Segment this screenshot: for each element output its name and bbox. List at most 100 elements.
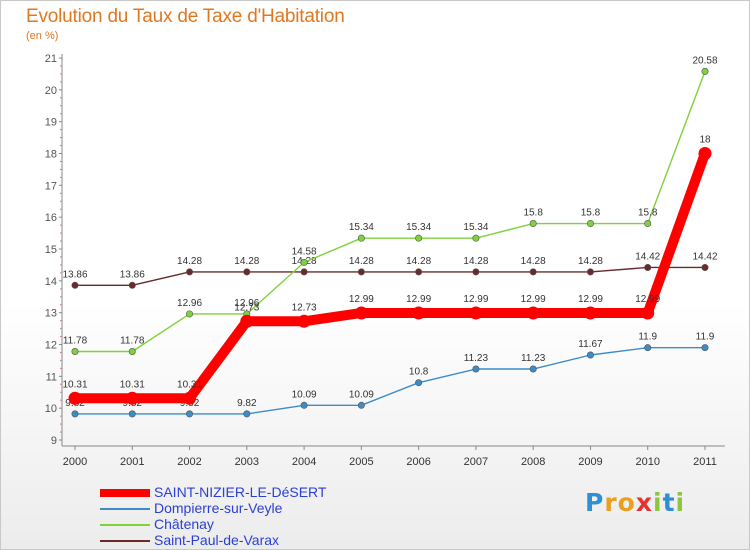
- data-point: [71, 281, 79, 289]
- data-point: [644, 220, 652, 228]
- series-line-2: [74, 70, 706, 353]
- data-point: [71, 348, 79, 356]
- y-tick-label: 17: [45, 180, 57, 192]
- x-tick-label: 2010: [635, 456, 659, 468]
- y-tick-label: 9: [51, 435, 57, 447]
- x-tick-label: 2005: [349, 456, 373, 468]
- data-point: [586, 220, 594, 228]
- data-point: [412, 306, 426, 320]
- data-point: [415, 379, 423, 387]
- data-label: 11.23: [521, 353, 546, 364]
- data-label: 14.28: [578, 256, 603, 267]
- data-point: [583, 306, 597, 320]
- x-tick-label: 2006: [406, 456, 430, 468]
- data-point: [472, 365, 480, 373]
- data-point: [68, 391, 82, 405]
- x-tick-label: 2007: [464, 456, 488, 468]
- y-tick-label: 16: [45, 212, 57, 224]
- data-label: 10.09: [349, 389, 374, 400]
- data-point: [586, 268, 594, 276]
- y-tick-label: 11: [46, 371, 57, 383]
- data-label: 12.73: [292, 302, 317, 313]
- data-label: 14.28: [521, 256, 546, 267]
- data-point: [243, 410, 251, 418]
- data-point: [644, 263, 652, 271]
- data-point: [186, 310, 194, 318]
- data-label: 12.99: [635, 294, 660, 305]
- data-point: [128, 281, 136, 289]
- data-label: 15.8: [581, 208, 601, 219]
- data-point: [529, 220, 537, 228]
- legend-swatch-chatenay: [100, 524, 150, 526]
- data-point: [300, 268, 308, 276]
- data-label: 13.86: [120, 269, 145, 280]
- data-point: [357, 268, 365, 276]
- y-tick-label: 15: [45, 244, 57, 256]
- legend-label: SAINT-NIZIER-LE-DéSERT: [154, 484, 327, 500]
- data-point: [644, 344, 652, 352]
- data-label: 12.99: [406, 294, 431, 305]
- data-point: [183, 391, 197, 405]
- data-label: 9.82: [237, 398, 257, 409]
- data-label: 11.78: [63, 336, 88, 347]
- data-label: 10.31: [177, 379, 202, 390]
- chart-title: Evolution du Taux de Taxe d'Habitation: [26, 6, 345, 27]
- x-tick-label: 2002: [177, 456, 201, 468]
- data-label: 10.31: [120, 379, 145, 390]
- data-label: 11.78: [120, 336, 145, 347]
- data-point: [586, 351, 594, 359]
- x-tick-label: 2009: [578, 456, 602, 468]
- data-point: [529, 268, 537, 276]
- data-label: 11.9: [696, 332, 715, 343]
- legend-swatch-dompierre: [100, 508, 150, 510]
- y-tick-label: 14: [45, 276, 57, 288]
- data-point: [701, 263, 709, 271]
- data-point: [701, 67, 709, 75]
- x-tick-label: 2001: [120, 456, 144, 468]
- data-point: [701, 344, 709, 352]
- x-tick-label: 2004: [292, 456, 316, 468]
- data-label: 20.58: [692, 55, 717, 66]
- data-point: [128, 348, 136, 356]
- y-tick-label: 12: [45, 340, 57, 352]
- data-label: 12.96: [177, 298, 202, 309]
- data-point: [354, 306, 368, 320]
- data-point: [415, 234, 423, 242]
- x-tick-label: 2008: [521, 456, 545, 468]
- y-tick-label: 20: [45, 85, 57, 97]
- y-tick-label: 19: [45, 117, 57, 129]
- proxiti-logo: Proxiti: [585, 488, 686, 517]
- data-label: 12.99: [349, 294, 374, 305]
- data-label: 14.28: [349, 256, 374, 267]
- data-label: 15.34: [349, 222, 374, 233]
- data-point: [186, 268, 194, 276]
- data-label: 15.34: [406, 222, 431, 233]
- data-point: [469, 306, 483, 320]
- series-line-0: [70, 148, 710, 404]
- data-point: [357, 234, 365, 242]
- data-label: 10.8: [409, 367, 429, 378]
- data-point: [529, 365, 537, 373]
- data-label: 11.23: [464, 353, 489, 364]
- data-label: 12.99: [521, 294, 546, 305]
- data-point: [128, 410, 136, 418]
- series-line-1: [74, 346, 706, 415]
- y-tick-label: 18: [45, 149, 57, 161]
- legend-label: Dompierre-sur-Veyle: [154, 500, 283, 516]
- data-point: [297, 314, 311, 328]
- data-label: 14.28: [234, 256, 259, 267]
- data-point: [641, 306, 655, 320]
- data-label: 15.8: [638, 208, 658, 219]
- data-point: [186, 410, 194, 418]
- data-label: 12.96: [234, 298, 259, 309]
- data-point: [300, 401, 308, 409]
- data-label: 14.28: [177, 256, 202, 267]
- data-point: [240, 314, 254, 328]
- chart-subtitle: (en %): [26, 30, 59, 42]
- data-label: 13.86: [62, 269, 87, 280]
- x-tick-label: 2000: [63, 456, 87, 468]
- y-tick-label: 13: [45, 308, 57, 320]
- x-tick-label: 2003: [235, 456, 259, 468]
- data-point: [415, 268, 423, 276]
